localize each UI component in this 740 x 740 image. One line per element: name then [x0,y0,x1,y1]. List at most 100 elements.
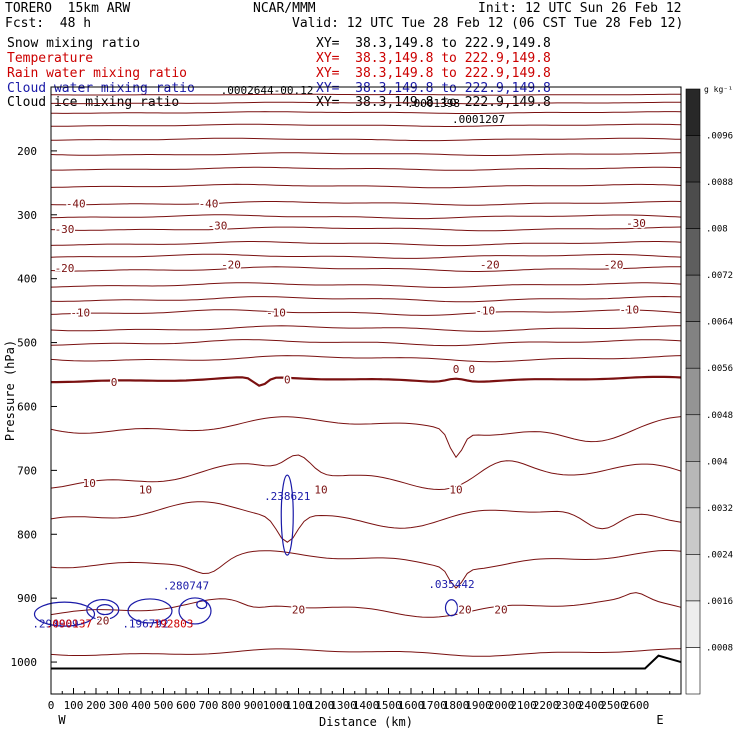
x-axis-label: Distance (km) [319,715,413,729]
maximum-value-label: .280747 [163,579,209,592]
colorbar-tick-label: .0048 [706,411,733,421]
colorbar-cell [685,135,701,183]
x-tick-label: 0 [48,699,55,712]
temperature-contour-label: -10 [266,307,286,320]
colorbar-tick-label: .0064 [706,318,733,328]
y-tick-label: 300 [17,209,37,222]
maximum-value-label: .192803 [147,618,193,631]
isotherm-line [50,200,682,206]
isotherm-line [50,183,682,189]
field-xy-cloud-water: XY= 38.3,149.8 to 222.9,149.8 [316,81,551,96]
x-tick-label: 2000 [488,699,515,712]
isotherm-line [51,166,682,171]
temperature-contour-label: -30 [208,220,228,233]
colorbar-cell [685,600,701,648]
ground-line [51,654,682,670]
x-tick-label: 1000 [263,699,290,712]
x-tick-label: 500 [154,699,174,712]
cloud-water-contour [444,599,459,617]
isotherm-line [50,550,682,589]
valid-time: Valid: 12 UTC Tue 28 Feb 12 (06 CST Tue … [292,16,684,31]
temperature-contour-label: 20 [494,604,507,617]
isotherm-line [50,152,682,156]
colorbar-cell [685,554,701,602]
x-tick-label: 200 [86,699,106,712]
temperature-contour-label: 20 [458,604,471,617]
x-tick-label: 2100 [510,699,537,712]
maximum-value-label: .0002644-00.12 [221,84,314,97]
model-title: TORERO 15km ARW [5,1,131,16]
cloud-water-contour [280,474,294,556]
colorbar-unit: g kg⁻¹ [704,85,733,94]
colorbar-tick-label: .008 [706,225,728,235]
isotherm-line [50,266,681,272]
plot-frame [50,86,682,695]
colorbar-cell [685,414,701,462]
x-tick-label: 800 [221,699,241,712]
maximum-value-label: .0001398 [407,97,460,110]
colorbar-tick-label: .0008 [706,643,733,653]
x-tick-label: 1600 [398,699,425,712]
field-xy-snow: XY= 38.3,149.8 to 222.9,149.8 [316,36,551,51]
east-end-label: E [656,713,663,727]
isotherm-line [50,454,682,491]
maximum-value-label: .035442 [428,578,474,591]
temperature-contour-label: 0 [284,374,291,387]
x-tick-label: 2500 [600,699,627,712]
x-tick-label: 1400 [353,699,380,712]
contour-labels: -40 -40 -30 -30 -30 -20 -20 -20 -20 -10 -10 -10 -10 0… [32,84,647,631]
colorbar-tick-label: .0056 [706,364,733,374]
isotherm-line [50,592,682,618]
isotherm-line [50,355,682,363]
temperature-contour-label: -40 [66,197,86,210]
maximum-value-label: .0001207 [452,113,505,126]
field-xy-cloud-ice: XY= 38.3,149.8 to 222.9,149.8 [316,95,551,110]
x-tick-label: 700 [199,699,219,712]
temperature-contour-label: 0 [453,363,460,376]
field-xy-rain: XY= 38.3,149.8 to 222.9,149.8 [316,66,551,81]
temperature-contour-label: -20 [221,259,241,272]
isotherm-line [50,282,682,289]
isotherm-line [50,253,682,259]
x-tick-label: 1500 [375,699,402,712]
x-tick-label: 1900 [465,699,492,712]
x-tick-label: 900 [244,699,264,712]
x-tick-label: 2200 [533,699,560,712]
x-tick-label: 400 [131,699,151,712]
maximum-value-label: .238621 [264,490,310,503]
west-end-label: W [58,713,66,727]
temperature-contour-label: 0 [468,363,475,376]
isotherm-line [50,295,682,303]
maximum-value-label: .090137 [46,618,92,631]
colorbar-cell [685,228,701,276]
field-name-cloud-ice: Cloud ice mixing ratio [7,95,180,110]
cloud-water-contour [96,604,114,616]
cloud-water-contour [178,597,212,625]
temperature-contour-label: 10 [314,484,327,497]
temperature-contour-label: -10 [475,305,495,318]
cloud-water-contour [127,598,173,624]
temperature-contour-label: -10 [619,303,639,316]
temperature-contour-label: -10 [70,307,90,320]
colorbar-cell [685,181,701,229]
colorbar-tick-label: .0024 [706,550,733,560]
isotherm-line [50,137,682,142]
field-name-snow: Snow mixing ratio [7,36,141,51]
x-tick-label: 2600 [623,699,650,712]
field-name-rain: Rain water mixing ratio [7,66,188,81]
center-title: NCAR/MMM [253,1,316,16]
init-time: Init: 12 UTC Sun 26 Feb 12 [478,1,682,16]
maximum-value-label: .294009 [32,618,78,631]
maximum-value-label: .196792 [122,618,168,631]
isotherm-line [51,111,682,114]
x-tick-label: 1700 [420,699,447,712]
moisture-contours [33,474,682,670]
temperature-contour-label: 20 [292,604,305,617]
colorbar-cell [685,274,701,322]
colorbar-cell [685,647,701,695]
temperature-contour-label: -20 [55,262,75,275]
cloud-water-contour [33,601,96,627]
temperature-contour-label: -40 [199,197,219,210]
field-name-cloud-water: Cloud water mixing ratio [7,81,195,96]
x-tick-label: 300 [109,699,129,712]
